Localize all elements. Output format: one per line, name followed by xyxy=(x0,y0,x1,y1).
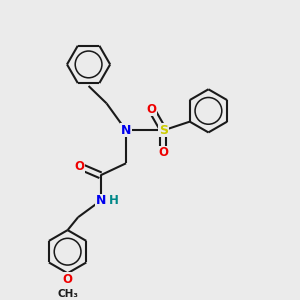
Text: S: S xyxy=(159,124,168,137)
Text: O: O xyxy=(146,103,157,116)
Text: N: N xyxy=(95,194,106,207)
Text: O: O xyxy=(158,146,169,159)
Text: O: O xyxy=(63,273,73,286)
Text: H: H xyxy=(109,194,119,207)
Text: N: N xyxy=(121,124,131,137)
Text: O: O xyxy=(75,160,85,173)
Text: CH₃: CH₃ xyxy=(57,289,78,298)
